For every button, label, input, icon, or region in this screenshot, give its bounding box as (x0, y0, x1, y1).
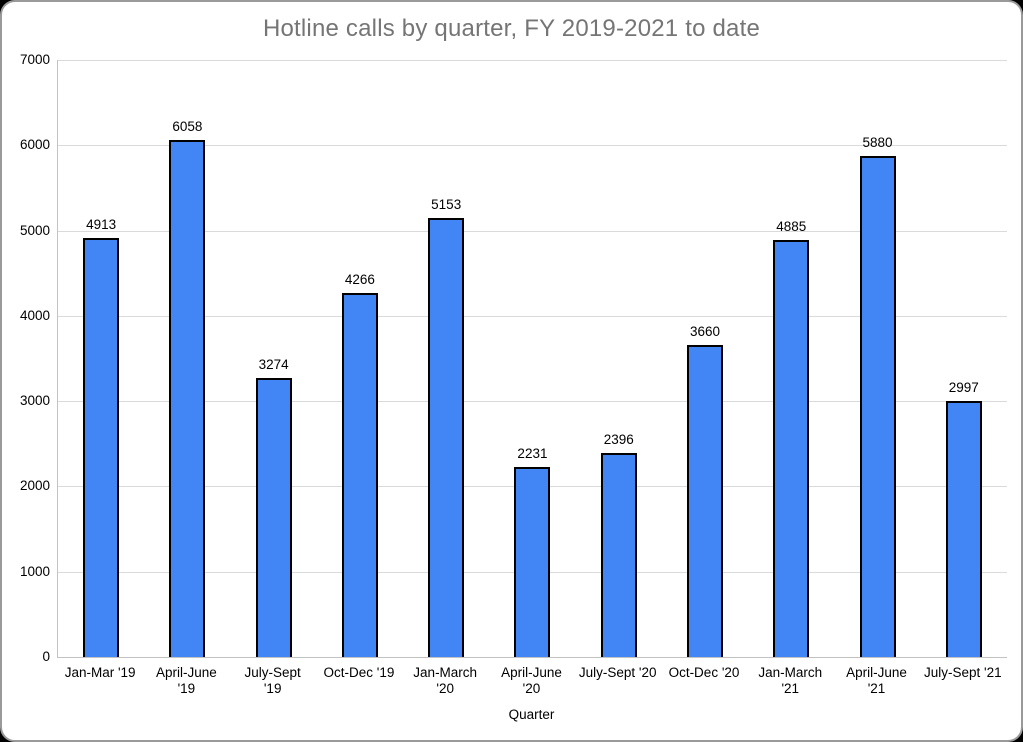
x-tick-label-April-June '21: April-June '21 (846, 665, 907, 696)
bar-April-June '20 (514, 466, 551, 657)
chart-title: Hotline calls by quarter, FY 2019-2021 t… (262, 15, 761, 42)
bar-Jan-March '20 (428, 217, 465, 657)
bar-value-label: 3274 (258, 356, 289, 372)
bar-value-label: 3660 (689, 323, 721, 339)
bar-value-label: 2231 (517, 445, 548, 461)
category-cell: 4885 (748, 60, 834, 657)
bar-April-June '19 (169, 140, 206, 657)
bar-value-label: 4266 (344, 272, 375, 288)
bar-value-label: 6058 (172, 119, 203, 135)
category-cell: 5880 (834, 60, 920, 657)
plot-area: 4913 6058 3274 4266 5153 2231 2396 3660 4885 5880… (57, 60, 1007, 658)
category-cell: 6058 (144, 60, 230, 657)
x-tick-label-July-Sept '19: July-Sept '19 (244, 665, 301, 696)
x-tick-label-April-June '20: April-June '20 (501, 665, 562, 696)
y-tick-label-3000: 3000 (19, 393, 50, 409)
bar-July-Sept '20 (600, 452, 637, 657)
y-tick-label-6000: 6000 (19, 137, 50, 153)
bar-series: 4913 6058 3274 4266 5153 2231 2396 3660 4885 5880… (58, 60, 1007, 657)
y-tick-label-7000: 7000 (19, 52, 50, 67)
category-cell: 3660 (662, 60, 748, 657)
y-tick-label-1000: 1000 (19, 563, 50, 579)
y-axis: 0 1000 2000 3000 4000 5000 6000 7000 (2, 52, 50, 664)
bar-July-Sept '21 (945, 401, 982, 657)
category-cell: 4913 (58, 60, 144, 657)
category-cell: 4266 (317, 60, 403, 657)
category-cell: 2231 (489, 60, 575, 657)
category-cell: 2997 (921, 60, 1007, 657)
bar-Jan-March '21 (773, 240, 810, 657)
x-tick-label-April-June '19: April-June '19 (156, 665, 217, 696)
y-tick-label-2000: 2000 (19, 478, 50, 494)
y-tick-label-0: 0 (42, 649, 50, 664)
bar-value-label: 2396 (603, 431, 634, 447)
x-tick-label-Oct-Dec '20: Oct-Dec '20 (668, 665, 740, 680)
category-cell: 2396 (576, 60, 662, 657)
gridline-4000 (58, 315, 1007, 317)
gridline-3000 (58, 401, 1007, 403)
bar-value-label: 4913 (86, 217, 117, 232)
bar-April-June '21 (859, 155, 896, 657)
bar-value-label: 5880 (862, 134, 893, 150)
bar-Oct-Dec '19 (341, 293, 378, 657)
x-tick-label-Jan-March '21: Jan-March '21 (758, 665, 823, 696)
bar-Jan-Mar '19 (83, 238, 120, 657)
bar-July-Sept '19 (255, 377, 292, 657)
bar-value-label: 5153 (431, 196, 462, 212)
gridline-5000 (58, 230, 1007, 232)
x-tick-label-Jan-March '20: Jan-March '20 (413, 665, 478, 696)
y-tick-label-4000: 4000 (19, 307, 50, 323)
x-tick-label-Jan-Mar '19: Jan-Mar '19 (64, 665, 136, 680)
gridline-7000 (58, 60, 1007, 61)
bar-Oct-Dec '20 (686, 344, 723, 657)
gridline-6000 (58, 145, 1007, 147)
x-axis-labels: Jan-Mar '19 April-June '19 July-Sept '19 Oct-… (57, 665, 1006, 697)
x-tick-label-Oct-Dec '19: Oct-Dec '19 (323, 665, 395, 680)
category-cell: 5153 (403, 60, 489, 657)
x-tick-label-July-Sept '20: July-Sept '20 (578, 665, 657, 680)
x-tick-label-July-Sept '21: July-Sept '21 (923, 665, 1002, 680)
y-tick-label-5000: 5000 (19, 222, 50, 238)
category-cell: 3274 (231, 60, 317, 657)
bar-value-label: 2997 (948, 380, 979, 396)
x-axis-title: Quarter (508, 707, 555, 722)
bar-value-label: 4885 (776, 219, 807, 235)
